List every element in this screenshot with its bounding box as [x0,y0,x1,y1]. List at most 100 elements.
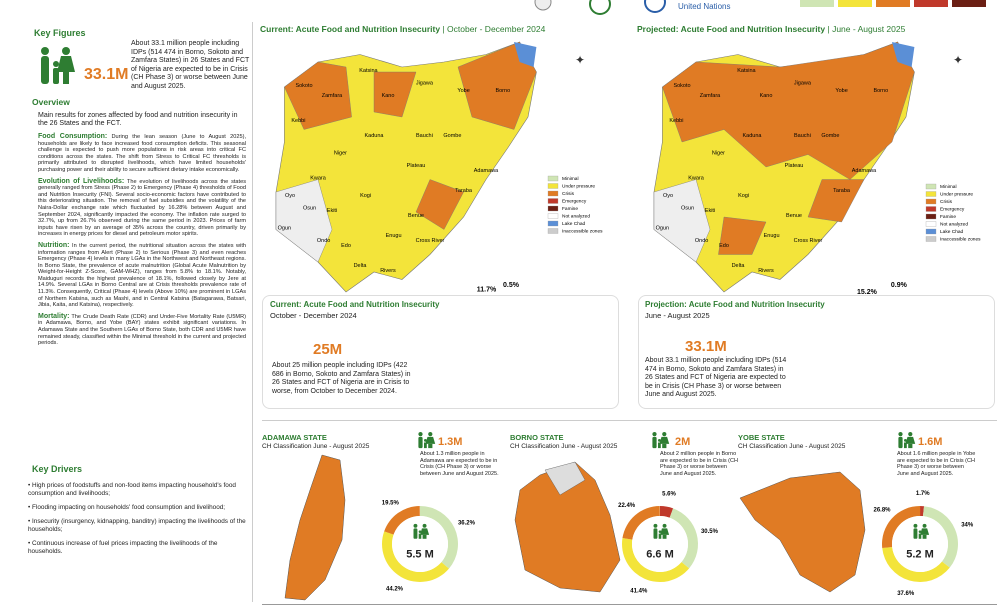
overview-intro: Main results for zones affected by food … [38,112,238,127]
state-subtitle: CH Classification June - August 2025 [262,443,370,450]
state-text: About 2 million people in Borno are expe… [660,451,738,477]
state-number: 1.3M [438,436,463,448]
phase-swatch [800,0,834,7]
logo [534,0,552,11]
legend-swatch [547,228,559,234]
donut-segment [922,506,958,568]
legend-swatch [925,221,937,227]
map-label: Yobe [457,88,469,94]
map-label: Oyo [285,193,295,199]
state-number: 1.6M [918,436,943,448]
map-label: Plateau [407,163,426,169]
summary-number: 33.1M [685,338,727,355]
section-heading: Nutrition: [38,241,70,249]
people-icon [418,432,436,449]
section-text: The evolution of livelihoods across the … [38,178,246,238]
map-crisis-area [457,41,537,130]
donut-center: 5.2 M [906,548,934,560]
map-label: Taraba [455,188,473,194]
icon-part [660,528,670,535]
map-label: Niger [712,151,725,157]
key-drivers-list: • High prices of foodstuffs and non-food… [28,482,248,562]
driver: • High prices of foodstuffs and non-food… [28,482,236,497]
people-icon [413,523,430,539]
icon-part [658,533,662,539]
divider [252,22,253,602]
donut-label: 36.2% [458,520,476,526]
map-label: Kano [382,93,395,99]
people-icon [913,523,930,539]
section-heading: Food Consumption: [38,133,108,140]
icon-part [428,443,433,449]
map-crisis-area [807,179,865,223]
icon-part [422,523,427,528]
map-label: Bauchi [416,133,433,139]
overview-section: Food Consumption: During the lean season… [38,133,246,174]
map-label: Adamawa [852,168,877,174]
icon-part [418,432,423,437]
legend-label: Inaccessible zones [940,237,981,243]
donut-hole [392,516,448,572]
state-title: BORNO STATE [510,433,564,442]
icon-part [922,534,927,539]
icon-part [653,528,658,539]
icon-part [413,528,418,539]
summary-period: June - August 2025 [645,311,710,320]
icon-part [428,432,433,437]
phase-swatch [952,0,986,7]
donut-label: 1.7% [916,491,930,497]
legend-swatch [547,183,559,189]
map-label: Ekiti [327,208,337,214]
map-label: Adamawa [474,168,499,174]
map-label: Benue [408,213,424,219]
icon-part [908,443,913,449]
map-not-analyzed [653,179,711,263]
key-figure-text: About 33.1 million people including IDPs… [131,40,250,90]
icon-part [922,523,927,528]
section-text: The Crude Death Rate (CDR) and Under-Fiv… [38,313,246,347]
summary-panel [262,295,619,409]
donut-label: 26.8% [874,508,892,514]
map-label: Jigawa [416,81,434,87]
donut-segment [660,506,674,518]
legend-swatch [547,198,559,204]
map-label: Delta [732,263,746,269]
donut-label: 0.9% [891,282,908,289]
icon-part [420,528,430,535]
map-label: Enugu [764,233,780,239]
map-crisis-area [718,216,767,255]
legend-swatch [925,213,937,220]
icon-part [913,523,918,528]
header-graphics [534,0,986,15]
icon-part [908,432,913,437]
map-label: Rivers [758,268,774,274]
map-label: Borno [873,88,888,94]
icon-part [425,436,436,444]
legend-label: Emergency [940,207,965,213]
map-label: Katsina [359,68,378,74]
legend-label: Lake Chad [562,221,586,227]
map-label: Cross River [794,238,823,244]
map-label: Kaduna [743,133,763,139]
legend-label: Under pressure [940,192,973,198]
section-heading: Evolution of Livelihoods: [38,177,125,185]
icon-part [898,436,903,449]
state-title: ADAMAWA STATE [262,433,327,442]
state-map [514,461,621,593]
map-label: Enugu [386,233,402,239]
map-label: Yobe [835,88,847,94]
legend-swatch [925,198,937,205]
donut-label: 11.7% [477,286,497,293]
icon-part [662,534,667,539]
summary-text: About 33.1 million people including IDPs… [645,357,787,398]
donut-label: 5.6% [662,492,676,498]
section-heading: Mortality: [38,312,70,320]
phase-swatch [838,0,872,7]
icon-part [422,534,427,539]
donut-label: 37.6% [897,591,915,597]
icon-part [424,439,427,442]
map-label: Ogun [278,226,291,232]
state-text: About 1.6 million people in Yobe are exp… [897,451,976,477]
icon-part [904,442,907,449]
